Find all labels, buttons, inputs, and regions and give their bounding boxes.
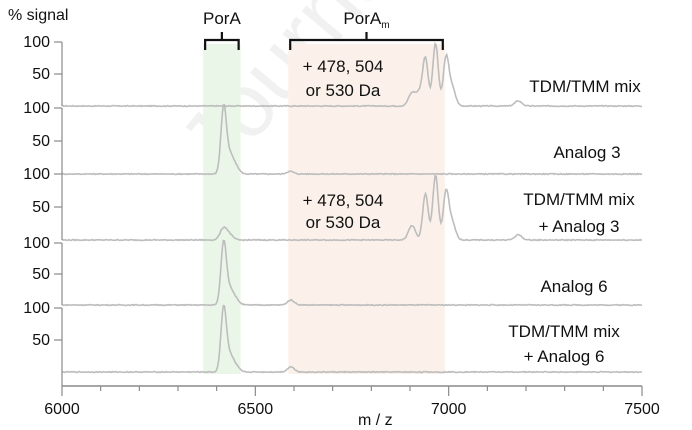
x-axis-title: m / z: [358, 412, 393, 429]
trace-label-2: Analog 3: [553, 143, 620, 162]
y-tick-label: 50: [32, 199, 50, 216]
x-tick-label: 6000: [44, 401, 80, 418]
y-tick-label: 100: [23, 166, 50, 183]
y-tick-label: 100: [23, 235, 50, 252]
trace-annotation: or 530 Da: [306, 81, 381, 100]
highlight-regions: [203, 32, 445, 374]
y-tick-label: 50: [32, 133, 50, 150]
y-tick-label: 100: [23, 300, 50, 317]
y-axis-title: % signal: [8, 7, 68, 24]
spectra-traces: [61, 41, 643, 374]
trace-annotation: + 478, 504: [303, 57, 384, 76]
trace-label-4: Analog 6: [540, 277, 607, 296]
trace-annotation: or 530 Da: [306, 213, 381, 232]
y-tick-label: 100: [23, 34, 50, 51]
trace-labels: PorA PorAm TDM/TMM mix + 478, 504 or 530 Da A…: [203, 9, 641, 366]
spectrum-trace-1: [61, 41, 642, 108]
region-poram: [288, 44, 445, 374]
trace-annotation: + 478, 504: [303, 191, 384, 210]
trace-label-1: TDM/TMM mix: [529, 77, 641, 96]
region-bracket: [289, 32, 444, 50]
spectrum-trace-2: [61, 104, 643, 176]
x-tick-label: 7500: [624, 401, 660, 418]
y-tick-label: 50: [32, 332, 50, 349]
x-axis: 6000 6500 7000 7500: [44, 385, 660, 418]
region-bracket: [204, 32, 240, 50]
spectrum-trace-5: [61, 304, 643, 374]
y-tick-label: 100: [23, 100, 50, 117]
region-label: PorAm: [343, 9, 389, 31]
y-axes: 100 50 100 50 100 50 100 50 100 50: [23, 34, 63, 386]
trace-label-3-line2: + Analog 3: [539, 217, 620, 236]
region-label: PorA: [203, 9, 241, 28]
trace-label-5-line2: + Analog 6: [524, 347, 605, 366]
trace-label-5: TDM/TMM mix: [508, 322, 620, 341]
y-tick-label: 50: [32, 66, 50, 83]
spectrum-trace-3: [61, 174, 643, 242]
spectrum-trace-4: [62, 239, 643, 307]
x-tick-label: 6500: [238, 401, 274, 418]
trace-label-3: TDM/TMM mix: [523, 190, 635, 209]
y-tick-label: 50: [32, 266, 50, 283]
x-tick-label: 7000: [431, 401, 467, 418]
